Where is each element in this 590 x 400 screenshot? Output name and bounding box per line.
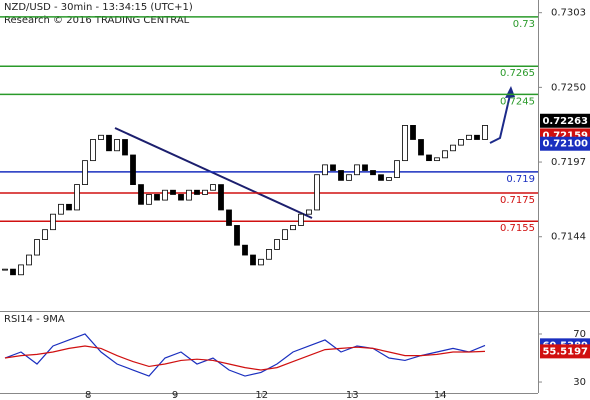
candle <box>234 225 240 246</box>
candle <box>354 164 360 176</box>
candle <box>314 174 320 211</box>
candle <box>242 244 248 256</box>
candle <box>82 160 88 185</box>
candle <box>290 225 296 231</box>
candle <box>162 189 168 201</box>
candle <box>138 184 144 205</box>
candle <box>34 239 40 256</box>
candle <box>170 189 176 195</box>
candle <box>98 134 104 140</box>
candle <box>42 229 48 240</box>
candle <box>474 134 480 140</box>
candle <box>330 164 336 171</box>
candle <box>66 203 72 211</box>
y-tick-label: 70 <box>573 329 586 340</box>
rsi-line <box>4 345 486 371</box>
candle <box>458 139 464 146</box>
candle <box>18 264 24 276</box>
candle <box>250 254 256 266</box>
level-label: 0.719 <box>506 174 535 185</box>
candle <box>346 174 352 181</box>
candle <box>442 150 448 159</box>
y-tick-label: 0.7144 <box>551 232 586 243</box>
candle <box>194 189 200 195</box>
candle <box>322 164 328 176</box>
candle <box>450 144 456 152</box>
candle <box>266 249 272 260</box>
y-tick-label: 0.7250 <box>551 82 586 93</box>
candle <box>426 154 432 162</box>
candle <box>418 139 424 156</box>
candle <box>482 125 488 140</box>
candle <box>90 139 96 162</box>
candle <box>114 139 120 152</box>
candle <box>298 213 304 226</box>
candle <box>274 239 280 250</box>
candle <box>146 194 152 205</box>
candle <box>338 170 344 181</box>
candle <box>2 268 8 271</box>
price-tag-label: 55.5197 <box>542 346 588 357</box>
candle <box>306 209 312 215</box>
candle <box>434 157 440 162</box>
candle <box>178 194 184 201</box>
candle <box>106 134 112 152</box>
candle <box>386 177 392 181</box>
candle <box>26 254 32 266</box>
candle <box>130 154 136 185</box>
candle <box>74 184 80 211</box>
candle <box>10 268 16 276</box>
candle <box>210 184 216 191</box>
candle <box>218 184 224 211</box>
price-tag <box>540 136 590 151</box>
level-label: 0.7175 <box>500 195 535 206</box>
level-label: 0.7245 <box>500 96 535 107</box>
candle <box>154 194 160 201</box>
y-tick-label: 0.7303 <box>551 8 586 19</box>
candle <box>466 134 472 140</box>
forecast-arrow <box>489 94 511 144</box>
chart-subtitle: Research © 2016 TRADING CENTRAL <box>4 15 190 26</box>
x-tick-label: 12 <box>255 390 268 400</box>
level-label: 0.7265 <box>500 68 535 79</box>
candle <box>378 174 384 181</box>
x-tick-label: 14 <box>434 390 447 400</box>
y-tick-label: 0.7197 <box>551 157 586 168</box>
candle <box>186 189 192 201</box>
price-tag-label: 0.72159 <box>542 130 588 141</box>
candle <box>226 209 232 226</box>
price-tag-label: 0.72100 <box>542 139 588 150</box>
price-tag <box>540 344 590 359</box>
candle <box>50 213 56 231</box>
trend-line <box>114 127 313 219</box>
candle <box>410 125 416 140</box>
y-tick-label: 30 <box>573 377 586 388</box>
x-tick-label: 9 <box>172 390 178 400</box>
rsi-title: RSI14 - 9MA <box>4 314 65 325</box>
candle <box>202 189 208 195</box>
candle <box>370 170 376 176</box>
candle <box>402 125 408 162</box>
price-tag-label: 0.72263 <box>542 116 588 127</box>
candle <box>258 258 264 266</box>
x-tick-label: 13 <box>346 390 359 400</box>
x-tick-label: 8 <box>85 390 91 400</box>
chart-title: NZD/USD - 30min - 13:34:15 (UTC+1) <box>4 2 193 13</box>
price-tag <box>540 113 590 128</box>
level-label: 0.7155 <box>500 223 535 234</box>
candle <box>282 229 288 240</box>
rsi-line <box>4 333 486 377</box>
level-label: 0.73 <box>513 19 535 30</box>
candle <box>362 164 368 171</box>
candle <box>58 203 64 215</box>
candle <box>122 139 128 156</box>
candle <box>394 160 400 178</box>
